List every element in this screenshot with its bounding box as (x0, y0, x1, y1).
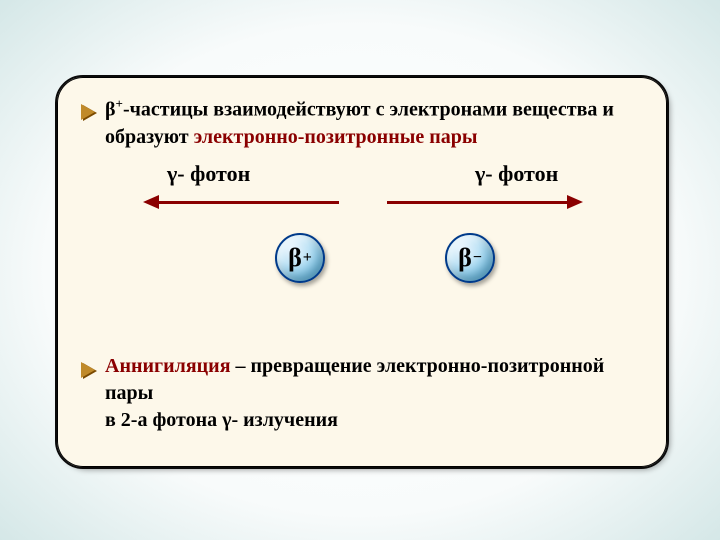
beta-sup: + (116, 96, 123, 111)
annihilation-diagram: γ- фотон γ- фотон β+ β− (57, 161, 667, 331)
footer-part2-prefix: в 2-а фотона (105, 409, 222, 431)
heading-text: β+-частицы взаимодействуют с электронами… (105, 95, 643, 151)
slide-background: β+-частицы взаимодействуют с электронами… (0, 0, 720, 540)
positron-symbol: β (288, 243, 302, 273)
beta-symbol: β (105, 99, 116, 121)
arrow-line-right (387, 201, 567, 204)
electron-symbol: β (458, 243, 472, 273)
heading-red: электронно-позитронные пары (194, 126, 478, 148)
footer-row: Аннигиляция – превращение электронно-поз… (57, 331, 667, 434)
arrow-line-left (159, 201, 339, 204)
arrowhead-right-icon (567, 195, 583, 209)
bullet-arrow-icon (83, 105, 97, 121)
bullet-arrow-icon (83, 363, 97, 379)
footer-text: Аннигиляция – превращение электронно-поз… (105, 353, 643, 434)
electron-sup: − (473, 249, 482, 267)
positron-particle: β+ (275, 233, 325, 283)
arrowhead-left-icon (143, 195, 159, 209)
content-card: β+-частицы взаимодействуют с электронами… (55, 75, 669, 469)
footer-red-term: Аннигиляция (105, 355, 231, 377)
footer-part2-suffix: - излучения (231, 409, 337, 431)
heading-row: β+-частицы взаимодействуют с электронами… (57, 77, 667, 151)
positron-sup: + (303, 249, 312, 267)
electron-particle: β− (445, 233, 495, 283)
photon-label-right: γ- фотон (475, 161, 558, 187)
photon-label-left: γ- фотон (167, 161, 250, 187)
